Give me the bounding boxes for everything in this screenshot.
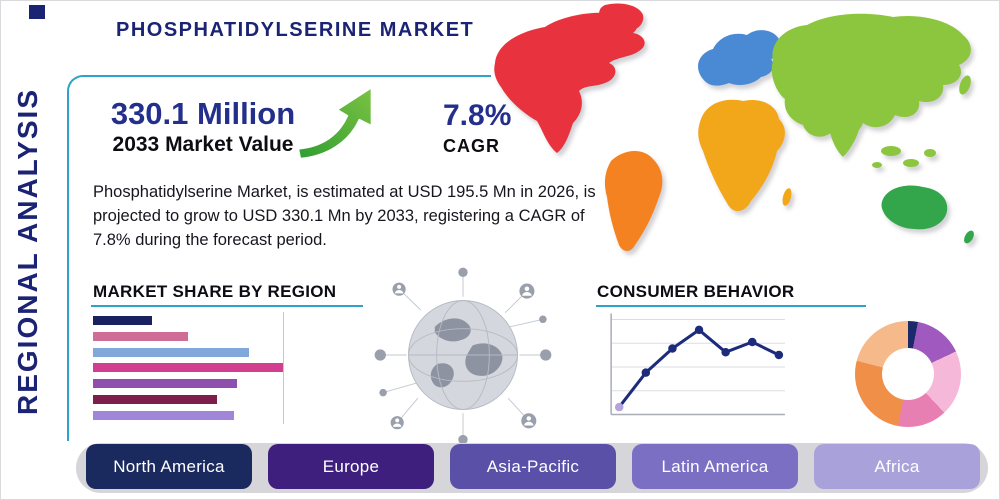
world-map [494,3,974,251]
map-region-africa [698,99,785,212]
globe-continents [430,318,503,388]
region-button-africa[interactable]: Africa [814,444,980,489]
data-point-7 [774,350,784,360]
bar-segment-3 [93,347,249,357]
market-description: Phosphatidylserine Market, is estimated … [93,183,596,249]
map-region-sea-island-2 [903,159,919,167]
market-share-heading: MARKET SHARE BY REGION [93,282,337,301]
data-point-6 [748,337,757,347]
globe-wireframe [408,300,518,410]
person-icons [392,284,534,427]
bar-segment-4 [93,363,283,373]
consumer-behavior-underline [596,305,866,307]
map-region-asia [771,13,971,137]
market-share-underline [91,305,363,307]
map-region-south-america [604,150,663,251]
content-frame [67,75,491,441]
bar-segment-7 [93,410,234,420]
page-title: PHOSPHATIDYLSERINE MARKET [116,19,475,41]
map-region-australia [881,185,948,230]
logo-mark [29,5,45,19]
region-button-asia-pacific[interactable]: Asia-Pacific [450,444,616,489]
network-lines [380,272,546,440]
regional-analysis-label: REGIONAL ANALYSIS [12,87,43,415]
map-region-sea-island-4 [872,162,882,168]
market-value-stat: 330.1 Million 2033 Market Value [87,96,319,157]
map-region-new-zealand [964,230,974,244]
market-share-bar-chart [93,316,283,420]
consumer-behavior-heading: CONSUMER BEHAVIOR [597,282,795,301]
map-region-sea-island-3 [924,149,936,157]
region-buttons: North America Europe Asia-Pacific Latin Ame… [86,444,980,489]
map-region-sea-island-1 [881,146,901,156]
data-point-2 [641,368,651,377]
map-region-madagascar [782,188,792,206]
cagr-value: 7.8% [443,99,512,132]
consumer-behavior-line-chart [610,313,785,416]
bar-segment-6 [93,395,217,405]
data-point-5 [721,347,730,357]
map-region-japan [959,75,971,95]
bar-chart-gridline [283,312,284,424]
data-point-3 [668,344,677,353]
donut-hole [882,348,934,400]
cagr-label: CAGR [443,136,500,156]
globe-network-illustration [374,267,552,445]
cagr-stat: 7.8% CAGR [443,99,511,157]
bar-segment-5 [93,379,238,389]
region-button-north-america[interactable]: North America [86,444,252,489]
bar-segment-1 [93,316,152,325]
map-region-europe [698,30,782,86]
data-point-4 [694,325,704,335]
map-region-greenland [599,3,644,33]
donut-chart [855,321,961,427]
bar-segment-2 [93,331,188,341]
market-value-label: 2033 Market Value [112,133,294,157]
map-region-north-america [494,12,645,154]
region-button-europe[interactable]: Europe [268,444,434,489]
market-value: 330.1 Million [110,96,296,131]
region-button-latin-america[interactable]: Latin America [632,444,798,489]
map-region-india [829,108,861,157]
data-point-1 [614,402,624,412]
growth-arrow-icon [297,86,373,160]
